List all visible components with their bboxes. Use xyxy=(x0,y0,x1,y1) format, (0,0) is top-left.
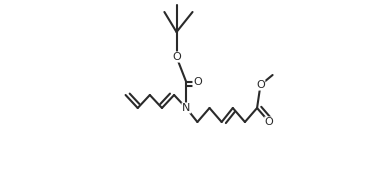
Text: N: N xyxy=(182,103,190,113)
Text: O: O xyxy=(172,52,181,62)
Text: O: O xyxy=(256,80,265,90)
Text: O: O xyxy=(193,77,202,87)
Text: O: O xyxy=(265,117,273,127)
